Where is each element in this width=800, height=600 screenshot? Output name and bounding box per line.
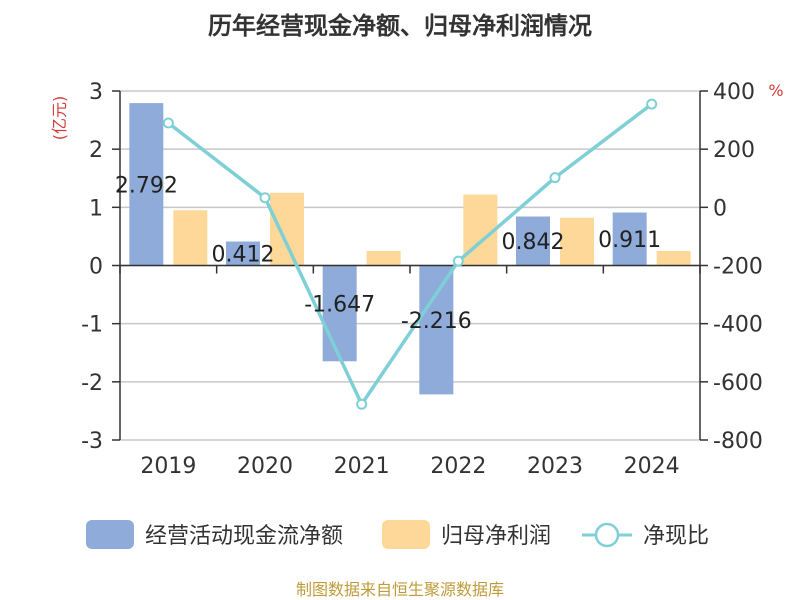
left-tick-label: 0 <box>89 255 103 280</box>
ratio-point <box>356 398 368 410</box>
bar-net-profit <box>173 210 208 266</box>
bars <box>129 103 691 395</box>
left-tick-label: 2 <box>89 138 103 163</box>
bar-cash-flow <box>516 216 550 266</box>
x-tick-label: 2023 <box>527 454 583 479</box>
data-label: -1.647 <box>304 292 375 317</box>
bar-net-profit <box>366 250 401 266</box>
bar-cash-flow <box>226 241 260 266</box>
left-tick-label: -2 <box>81 371 103 396</box>
right-tick-label: -800 <box>713 429 763 454</box>
data-label: 0.842 <box>502 230 565 255</box>
x-tick-label: 2019 <box>140 454 196 479</box>
bar-cash-flow <box>322 265 357 362</box>
data-label: 0.911 <box>598 228 661 253</box>
right-tick-label: 200 <box>713 138 755 163</box>
left-tick-label: -3 <box>81 429 103 454</box>
legend-label-ratio: 净现比 <box>643 524 709 549</box>
bar-net-profit <box>560 217 594 266</box>
chart-title: 历年经营现金净额、归母净利润情况 <box>208 12 592 40</box>
ratio-point <box>162 117 174 129</box>
x-tick-label: 2020 <box>237 454 293 479</box>
right-tick-label: -600 <box>713 371 763 396</box>
ratio-point <box>452 255 464 267</box>
bar-cash-flow <box>129 103 164 266</box>
left-axis-unit: (亿元) <box>50 96 69 141</box>
bar-net-profit <box>656 250 691 266</box>
x-tick-label: 2021 <box>334 454 390 479</box>
data-label: 0.412 <box>212 243 275 268</box>
bar-cash-flow <box>419 265 454 395</box>
data-label: 2.792 <box>115 173 178 198</box>
left-tick-label: 1 <box>89 196 103 221</box>
legend-marker-ratio <box>594 522 620 548</box>
ratio-line <box>162 98 658 410</box>
right-tick-label: 400 <box>713 80 755 105</box>
legend: 经营活动现金流净额 归母净利润 净现比 <box>86 520 709 549</box>
legend-label-net-profit: 归母净利润 <box>441 524 551 549</box>
data-labels: 2.792 0.412 -1.647 -2.216 0.842 0.911 <box>115 173 661 334</box>
legend-label-cash-flow: 经营活动现金流净额 <box>145 524 343 549</box>
source-note: 制图数据来自恒生聚源数据库 <box>296 580 504 599</box>
ratio-point <box>259 192 271 204</box>
right-tick-label: -200 <box>713 255 763 280</box>
right-tick-label: 0 <box>713 196 727 221</box>
legend-swatch-net-profit <box>382 520 430 549</box>
x-tick-label: 2022 <box>430 454 486 479</box>
left-tick-label: 3 <box>89 80 103 105</box>
legend-swatch-cash-flow <box>86 520 134 549</box>
x-tick-label: 2024 <box>624 454 680 479</box>
right-tick-label: -400 <box>713 313 763 338</box>
ratio-point <box>646 98 658 110</box>
axes: 3 2 1 0 -1 -2 -3 400 200 0 -200 -400 -600 -800 2019 202… <box>81 80 763 479</box>
ratio-polyline <box>167 102 653 408</box>
bar-cash-flow <box>612 212 647 266</box>
data-label: -2.216 <box>401 309 472 334</box>
left-tick-label: -1 <box>81 313 103 338</box>
right-axis-unit: % <box>768 81 783 100</box>
bar-net-profit <box>270 192 304 266</box>
ratio-point <box>549 172 561 184</box>
